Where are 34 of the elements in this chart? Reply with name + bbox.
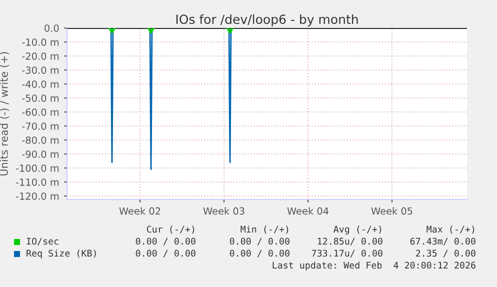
legend-label: Req Size (KB)	[26, 250, 96, 258]
y-tick-label: -20.0 m	[22, 52, 59, 60]
text: 2.35 / 0.00	[416, 250, 476, 258]
chart-title: IOs for /dev/loop6 - by month	[176, 14, 358, 26]
text: Max (-/+)	[426, 226, 474, 234]
y-tick-label: -30.0 m	[22, 66, 59, 74]
legend-label: IO/sec	[26, 238, 58, 246]
text: 12.85u/ 0.00	[318, 238, 382, 246]
y-tick-label: -100.0 m	[16, 164, 59, 172]
y-tick-label: -80.0 m	[22, 136, 59, 144]
text: 0.00 / 0.00	[136, 250, 196, 258]
y-tick-label: 0.0	[44, 24, 59, 32]
x-tick-label: Week 05	[371, 207, 412, 215]
text: Avg (-/+)	[334, 226, 382, 234]
x-tick-label: Week 03	[203, 207, 244, 215]
y-tick-label: -70.0 m	[22, 122, 59, 130]
y-tick-label: -10.0 m	[22, 38, 59, 46]
y-tick-label: -120.0 m	[16, 192, 59, 200]
y-tick-label: -40.0 m	[22, 80, 59, 88]
y-tick-label: -90.0 m	[22, 150, 59, 158]
text: 0.00 / 0.00	[230, 238, 290, 246]
text: 0.00 / 0.00	[230, 250, 290, 258]
text: 0.00 / 0.00	[136, 238, 196, 246]
y-axis-title: Units read (-) / write (+)	[0, 52, 10, 176]
x-tick-label: Week 02	[119, 207, 160, 215]
y-tick-label: -110.0 m	[16, 178, 59, 186]
text: Min (-/+)	[240, 226, 288, 234]
text: Cur (-/+)	[146, 226, 194, 234]
text: 733.17u/ 0.00	[312, 250, 382, 258]
x-tick-label: Week 04	[287, 207, 329, 215]
y-tick-label: -50.0 m	[22, 94, 59, 102]
text: 67.43m/ 0.00	[410, 238, 476, 246]
text: Last update: Wed Feb 4 20:00:12 2026	[272, 262, 476, 270]
y-tick-label: -60.0 m	[22, 108, 59, 116]
